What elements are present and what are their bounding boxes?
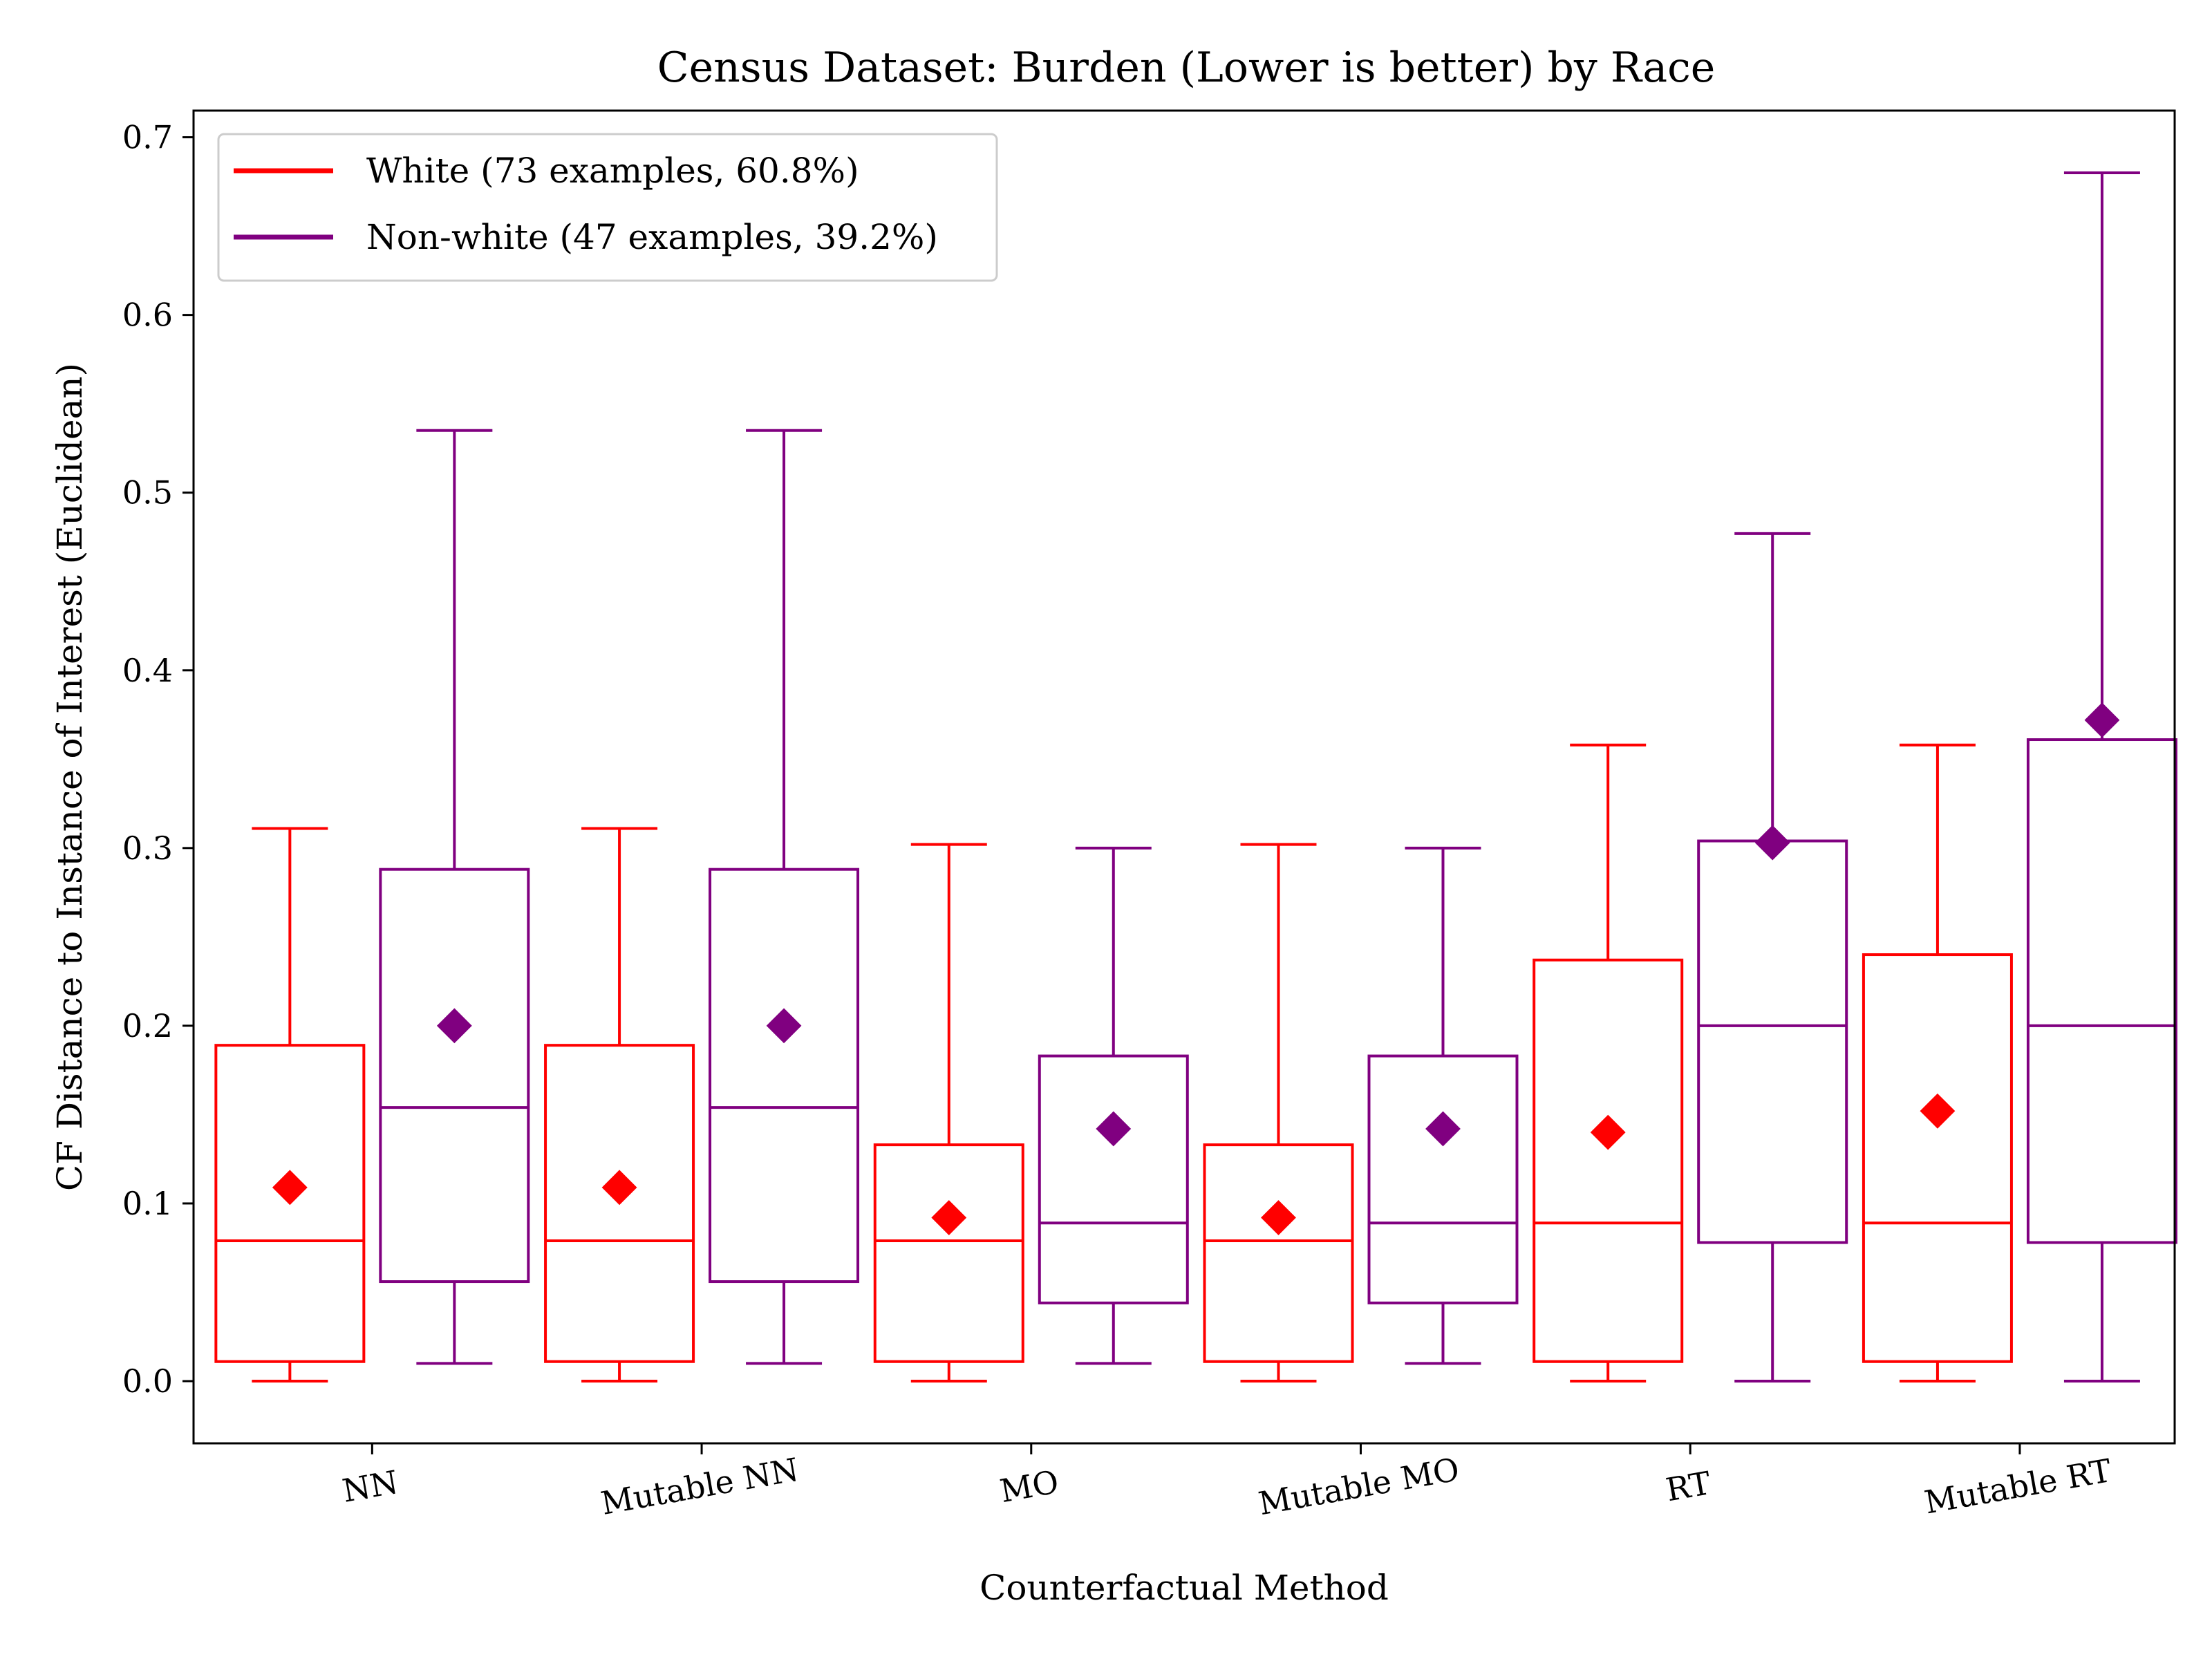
box-0-1: [544, 827, 695, 1383]
chart-title: Census Dataset: Burden (Lower is better)…: [657, 44, 1716, 92]
x-tick-label: Mutable MO: [1256, 1450, 1462, 1522]
mean-marker: [1920, 1093, 1956, 1129]
box-iqr: [2026, 738, 2177, 1244]
box-1-4: [1697, 532, 1848, 1383]
y-tick-label: 0.4: [122, 652, 173, 689]
box-1-1: [709, 429, 860, 1365]
box-1-2: [1038, 846, 1189, 1365]
mean-marker: [436, 1008, 472, 1044]
box-0-5: [1862, 743, 2013, 1383]
mean-marker: [272, 1170, 308, 1206]
plot-area: [214, 171, 2177, 1383]
y-tick-label: 0.7: [122, 119, 173, 156]
box-iqr: [544, 1044, 695, 1363]
legend: White (73 examples, 60.8%) Non-white (47…: [217, 133, 998, 282]
mean-marker: [1754, 825, 1790, 861]
y-axis: 0.0 0.1 0.2 0.3 0.4 0.5 0.6 0.7: [122, 119, 194, 1400]
x-axis: NN Mutable NN MO Mutable MO RT Mutable RT: [339, 1443, 2115, 1522]
mean-marker: [1096, 1111, 1132, 1147]
legend-label-non-white: Non-white (47 examples, 39.2%): [366, 217, 938, 257]
y-tick-label: 0.0: [122, 1362, 173, 1400]
box-0-3: [1203, 843, 1354, 1383]
x-tick-label: Mutable NN: [598, 1451, 801, 1522]
box-iqr: [873, 1143, 1024, 1363]
box-iqr: [1203, 1143, 1354, 1363]
box-1-0: [379, 429, 530, 1365]
mean-marker: [931, 1200, 967, 1235]
x-tick-label: NN: [339, 1463, 401, 1510]
x-tick-label: RT: [1663, 1464, 1714, 1508]
x-tick-label: MO: [997, 1463, 1062, 1510]
box-0-0: [214, 827, 366, 1383]
mean-marker: [766, 1008, 802, 1044]
box-iqr: [1038, 1054, 1189, 1304]
y-tick-label: 0.6: [122, 297, 173, 334]
box-1-3: [1367, 846, 1519, 1365]
box-iqr: [379, 868, 530, 1284]
box-iqr: [1697, 839, 1848, 1244]
mean-marker: [2084, 702, 2120, 738]
legend-label-white: White (73 examples, 60.8%): [366, 151, 859, 191]
box-iqr: [214, 1044, 366, 1363]
y-tick-label: 0.2: [122, 1007, 173, 1044]
y-tick-label: 0.5: [122, 474, 173, 512]
box-iqr: [709, 868, 860, 1284]
box-0-2: [873, 843, 1024, 1383]
mean-marker: [601, 1170, 637, 1206]
box-iqr: [1533, 958, 1684, 1363]
y-tick-label: 0.3: [122, 830, 173, 867]
box-1-5: [2026, 171, 2177, 1383]
mean-marker: [1590, 1114, 1626, 1150]
y-tick-label: 0.1: [122, 1185, 173, 1222]
y-axis-label: CF Distance to Instance of Interest (Euc…: [50, 363, 90, 1191]
mean-marker: [1261, 1200, 1296, 1235]
mean-marker: [1425, 1111, 1461, 1147]
box-0-4: [1533, 743, 1684, 1383]
legend-frame: [217, 133, 998, 282]
x-axis-label: Counterfactual Method: [980, 1568, 1389, 1608]
x-tick-label: Mutable RT: [1922, 1452, 2115, 1521]
box-iqr: [1862, 953, 2013, 1363]
box-iqr: [1367, 1054, 1519, 1304]
plot-frame: [192, 109, 2176, 1445]
